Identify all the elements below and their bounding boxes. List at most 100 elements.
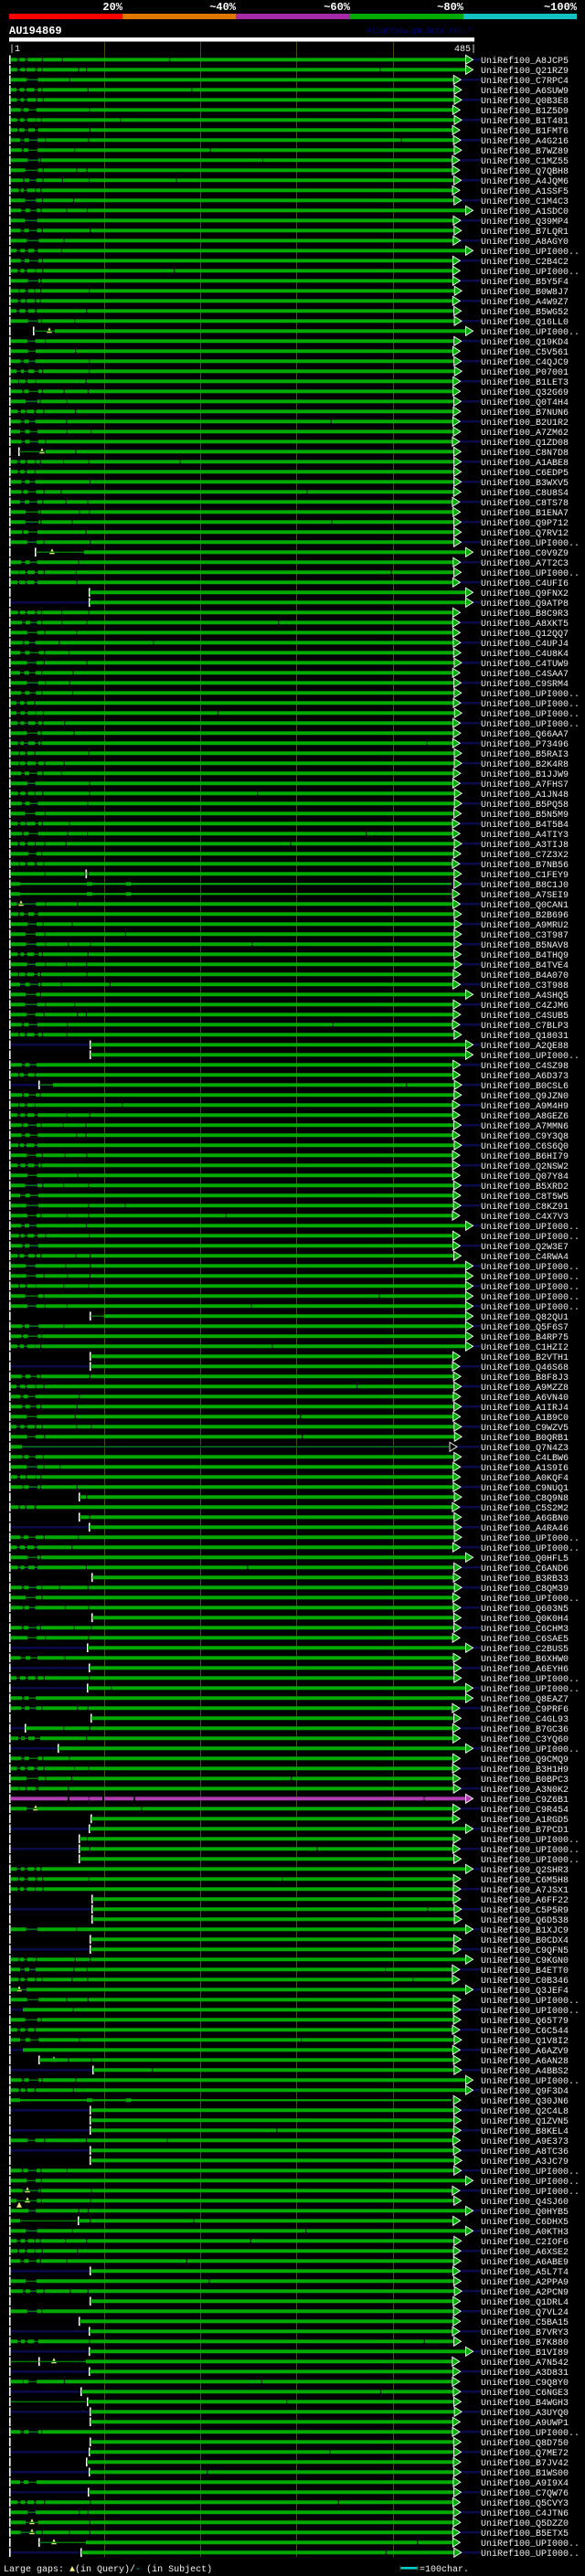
svg-text:UniRef100_A1B9C0: UniRef100_A1B9C0	[481, 1413, 569, 1424]
svg-text:UniRef100_B1VI89: UniRef100_B1VI89	[481, 2348, 569, 2359]
svg-text:UniRef100_Q21RZ9: UniRef100_Q21RZ9	[481, 66, 569, 77]
svg-text:UniRef100_Q9ATP8: UniRef100_Q9ATP8	[481, 599, 569, 610]
svg-text:UniRef100_UPI000..: UniRef100_UPI000..	[481, 267, 580, 278]
svg-text:UniRef100_B0CDX4: UniRef100_B0CDX4	[481, 1935, 569, 1946]
svg-text:UniRef100_A6EYH6: UniRef100_A6EYH6	[481, 1664, 569, 1675]
svg-text:UniRef100_B2K4R8: UniRef100_B2K4R8	[481, 759, 569, 770]
svg-text:UniRef100_UPI000..: UniRef100_UPI000..	[481, 2428, 580, 2439]
svg-text:UniRef100_C8N7D8: UniRef100_C8N7D8	[481, 448, 569, 459]
svg-text:UniRef100_Q65T79: UniRef100_Q65T79	[481, 2016, 569, 2027]
svg-text:UniRef100_A2QE88: UniRef100_A2QE88	[481, 1041, 569, 1052]
svg-text:UniRef100_C1MZ55: UniRef100_C1MZ55	[481, 156, 569, 167]
svg-text:UniRef100_B7NUN6: UniRef100_B7NUN6	[481, 408, 569, 419]
svg-text:UniRef100_Q82QU1: UniRef100_Q82QU1	[481, 1312, 569, 1323]
svg-text:UniRef100_A4W9Z7: UniRef100_A4W9Z7	[481, 297, 569, 308]
svg-text:UniRef100_B1XJC9: UniRef100_B1XJC9	[481, 1925, 569, 1936]
svg-text:UniRef100_Q0B3E8: UniRef100_Q0B3E8	[481, 96, 569, 107]
svg-text:~40%: ~40%	[209, 1, 237, 14]
svg-text:UniRef100_A3N0K2: UniRef100_A3N0K2	[481, 1785, 569, 1796]
svg-text:UniRef100_Q7QBH8: UniRef100_Q7QBH8	[481, 166, 569, 177]
svg-text:UniRef100_C6C544: UniRef100_C6C544	[481, 2026, 569, 2037]
svg-text:UniRef100_Q4SJ60: UniRef100_Q4SJ60	[481, 2197, 569, 2208]
svg-text:UniRef100_UPI000..: UniRef100_UPI000..	[481, 2167, 580, 2178]
svg-text:UniRef100_A7T2C3: UniRef100_A7T2C3	[481, 558, 569, 569]
svg-text:UniRef100_Q1ZD08: UniRef100_Q1ZD08	[481, 438, 569, 449]
svg-text:UniRef100_B7PCD1: UniRef100_B7PCD1	[481, 1825, 569, 1836]
svg-text:UniRef100_C9Q8Y0: UniRef100_C9Q8Y0	[481, 2378, 569, 2389]
svg-text:UniRef100_B3RB33: UniRef100_B3RB33	[481, 1574, 569, 1585]
svg-text:UniRef100_UPI000..: UniRef100_UPI000..	[481, 1674, 580, 1685]
svg-text:UniRef100_A9MRU2: UniRef100_A9MRU2	[481, 920, 569, 931]
svg-text:UniRef100_B4ETT0: UniRef100_B4ETT0	[481, 1966, 569, 1977]
svg-text:UniRef100_UPI000..: UniRef100_UPI000..	[481, 1232, 580, 1243]
svg-text:UniRef100_C0V9Z9: UniRef100_C0V9Z9	[481, 548, 569, 559]
svg-text:UniRef100_A6AN28: UniRef100_A6AN28	[481, 2056, 569, 2067]
svg-text:UniRef100_C5S2M2: UniRef100_C5S2M2	[481, 1503, 569, 1514]
svg-text:UniRef100_Q5CVY3: UniRef100_Q5CVY3	[481, 2498, 569, 2509]
svg-text:UniRef100_UPI000..: UniRef100_UPI000..	[481, 538, 580, 549]
svg-text:UniRef100_B0QRB1: UniRef100_B0QRB1	[481, 1433, 569, 1444]
svg-text:UniRef100_C6M5H8: UniRef100_C6M5H8	[481, 1875, 569, 1886]
svg-text:Large gaps: ▲(in Query)/- (in: Large gaps: ▲(in Query)/- (in Subject)	[4, 2564, 212, 2575]
svg-text:UniRef100_C9R454: UniRef100_C9R454	[481, 1805, 569, 1816]
svg-text:UniRef100_B1ENA7: UniRef100_B1ENA7	[481, 508, 569, 519]
svg-text:UniRef100_A9M4H9: UniRef100_A9M4H9	[481, 1101, 569, 1112]
svg-text:UniRef100_A1RGD5: UniRef100_A1RGD5	[481, 1815, 569, 1826]
svg-text:~80%: ~80%	[437, 1, 464, 14]
svg-text:UniRef100_C4GL93: UniRef100_C4GL93	[481, 1714, 569, 1725]
svg-text:UniRef100_Q1DRL4: UniRef100_Q1DRL4	[481, 2297, 569, 2308]
svg-text:UniRef100_C4X7V3: UniRef100_C4X7V3	[481, 1212, 569, 1223]
svg-text:UniRef100_C0B346: UniRef100_C0B346	[481, 1976, 569, 1987]
svg-text:UniRef100_UPI000..: UniRef100_UPI000..	[481, 2549, 580, 2560]
svg-text:UniRef100_A8GEZ6: UniRef100_A8GEZ6	[481, 1111, 569, 1122]
svg-text:UniRef100_UPI000..: UniRef100_UPI000..	[481, 2076, 580, 2087]
svg-text:UniRef100_B0BPC3: UniRef100_B0BPC3	[481, 1775, 569, 1786]
svg-text:UniRef100_Q2C4L8: UniRef100_Q2C4L8	[481, 2106, 569, 2117]
svg-text:UniRef100_Q9F3D4: UniRef100_Q9F3D4	[481, 2086, 569, 2097]
svg-text:UniRef100_Q2SHR3: UniRef100_Q2SHR3	[481, 1865, 569, 1876]
svg-text:UniRef100_C6EDP5: UniRef100_C6EDP5	[481, 468, 569, 479]
svg-text:UniRef100_B3WXV5: UniRef100_B3WXV5	[481, 478, 569, 489]
svg-text:UniRef100_A9I9X4: UniRef100_A9I9X4	[481, 2478, 569, 2489]
svg-text:UniRef100_A7N542: UniRef100_A7N542	[481, 2358, 569, 2369]
svg-text:UniRef100_B8KEL4: UniRef100_B8KEL4	[481, 2126, 569, 2137]
svg-text:UniRef100_B5XRD2: UniRef100_B5XRD2	[481, 1182, 569, 1193]
svg-text:UniRef100_A8AGY0: UniRef100_A8AGY0	[481, 237, 569, 248]
svg-text:UniRef100_C7BLP3: UniRef100_C7BLP3	[481, 1021, 569, 1032]
svg-text:UniRef100_UPI000..: UniRef100_UPI000..	[481, 1684, 580, 1695]
svg-text:UniRef100_B1Z5D9: UniRef100_B1Z5D9	[481, 106, 569, 117]
svg-text:UniRef100_Q9JZN0: UniRef100_Q9JZN0	[481, 1091, 569, 1102]
svg-text:UniRef100_A6D373: UniRef100_A6D373	[481, 1071, 569, 1082]
svg-text:~60%: ~60%	[324, 1, 351, 14]
svg-text:UniRef100_A9UWP1: UniRef100_A9UWP1	[481, 2418, 569, 2429]
svg-text:UniRef100_Q0HYB5: UniRef100_Q0HYB5	[481, 2207, 569, 2218]
svg-text:UniRef100_A4G216: UniRef100_A4G216	[481, 136, 569, 147]
svg-text:UniRef100_B4THQ9: UniRef100_B4THQ9	[481, 950, 569, 961]
svg-text:UniRef100_B4RP75: UniRef100_B4RP75	[481, 1332, 569, 1343]
svg-text:UniRef100_Q0CAN1: UniRef100_Q0CAN1	[481, 900, 569, 911]
svg-text:UniRef100_C9KGN0: UniRef100_C9KGN0	[481, 1956, 569, 1966]
svg-text:UniRef100_Q6D538: UniRef100_Q6D538	[481, 1915, 569, 1926]
svg-text:UniRef100_B5Y5F4: UniRef100_B5Y5F4	[481, 277, 569, 288]
svg-text:UniRef100_C4ZJM6: UniRef100_C4ZJM6	[481, 1001, 569, 1012]
svg-text:UniRef100_UPI000..: UniRef100_UPI000..	[481, 719, 580, 730]
svg-text:UniRef100_C6NGE3: UniRef100_C6NGE3	[481, 2388, 569, 2399]
svg-text:UniRef100_Q39MP4: UniRef100_Q39MP4	[481, 217, 569, 228]
svg-text:UniRef100_C5BA15: UniRef100_C5BA15	[481, 2317, 569, 2328]
svg-text:UniRef100_B7NB56: UniRef100_B7NB56	[481, 860, 569, 871]
svg-text:UniRef100_Q8EAZ7: UniRef100_Q8EAZ7	[481, 1694, 569, 1705]
svg-text:UniRef100_UPI000..: UniRef100_UPI000..	[481, 1282, 580, 1293]
svg-text:UniRef100_UPI000..: UniRef100_UPI000..	[481, 1855, 580, 1866]
svg-text:UniRef100_A4TIY3: UniRef100_A4TIY3	[481, 830, 569, 841]
svg-text:UniRef100_C7RPC4: UniRef100_C7RPC4	[481, 76, 569, 87]
svg-text:UniRef100_B8C1J0: UniRef100_B8C1J0	[481, 880, 569, 891]
svg-text:UniRef100_UPI000..: UniRef100_UPI000..	[481, 568, 580, 579]
svg-text:UniRef100_C3T988: UniRef100_C3T988	[481, 981, 569, 991]
svg-text:UniRef100_C3T987: UniRef100_C3T987	[481, 930, 569, 941]
svg-text:UniRef100_B7LQR1: UniRef100_B7LQR1	[481, 227, 569, 238]
svg-text:UniRef100_A3D831: UniRef100_A3D831	[481, 2368, 569, 2379]
svg-text:UniRef100_UPI000..: UniRef100_UPI000..	[481, 1533, 580, 1544]
svg-text:AU194869: AU194869	[9, 25, 62, 37]
svg-text:UniRef100_C4SZ98: UniRef100_C4SZ98	[481, 1061, 569, 1072]
svg-text:UniRef100_Q5DZZ0: UniRef100_Q5DZZ0	[481, 2518, 569, 2529]
